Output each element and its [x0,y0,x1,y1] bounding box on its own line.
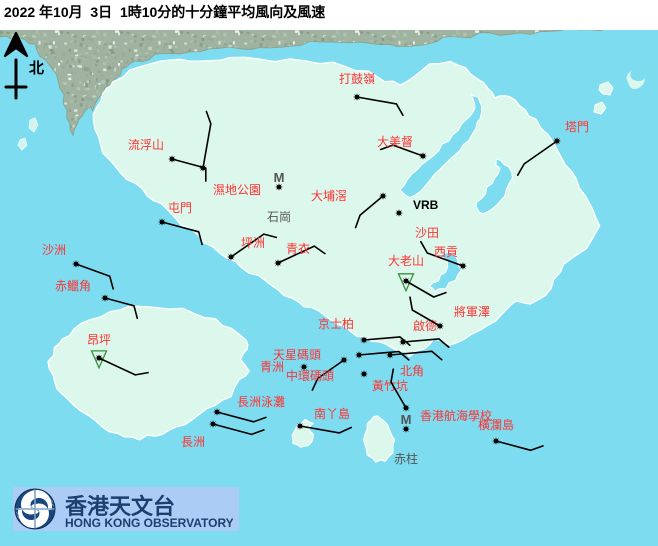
svg-text:長洲: 長洲 [181,435,205,449]
svg-text:橫瀾島: 橫瀾島 [478,417,514,432]
svg-text:HONG KONG OBSERVATORY: HONG KONG OBSERVATORY [65,516,234,530]
svg-text:青衣: 青衣 [286,241,310,256]
svg-text:打鼓嶺: 打鼓嶺 [339,72,375,86]
svg-text:長洲泳灘: 長洲泳灘 [237,395,285,409]
svg-text:流浮山: 流浮山 [128,138,164,152]
svg-text:M: M [401,412,412,427]
svg-text:京士柏: 京士柏 [318,316,354,331]
svg-text:昂坪: 昂坪 [87,333,111,347]
svg-text:濕地公園: 濕地公園 [213,183,261,197]
svg-text:赤柱: 赤柱 [394,451,418,466]
svg-text:啟德: 啟德 [413,318,437,333]
svg-text:將軍澤: 將軍澤 [454,304,490,319]
svg-text:屯門: 屯門 [168,201,192,215]
svg-text:黃竹坑: 黃竹坑 [372,378,408,393]
svg-text:塔門: 塔門 [565,120,589,134]
svg-text:M: M [274,170,285,185]
svg-text:沙洲: 沙洲 [42,243,66,257]
svg-text:VRB: VRB [413,198,439,212]
svg-text:大老山: 大老山 [388,254,424,268]
svg-text:西貢: 西貢 [434,245,458,259]
svg-text:坪洲: 坪洲 [241,236,265,250]
svg-text:北角: 北角 [400,364,424,378]
svg-text:南丫島: 南丫島 [314,406,350,421]
svg-text:赤鱲角: 赤鱲角 [55,279,91,293]
svg-text:北: 北 [29,60,44,77]
svg-text:沙田: 沙田 [415,226,439,240]
svg-text:中環碼頭: 中環碼頭 [286,368,334,383]
svg-text:大美督: 大美督 [377,134,413,149]
svg-text:青洲: 青洲 [260,360,284,374]
svg-text:石崗: 石崗 [267,210,291,224]
svg-text:大埔滘: 大埔滘 [311,189,347,203]
